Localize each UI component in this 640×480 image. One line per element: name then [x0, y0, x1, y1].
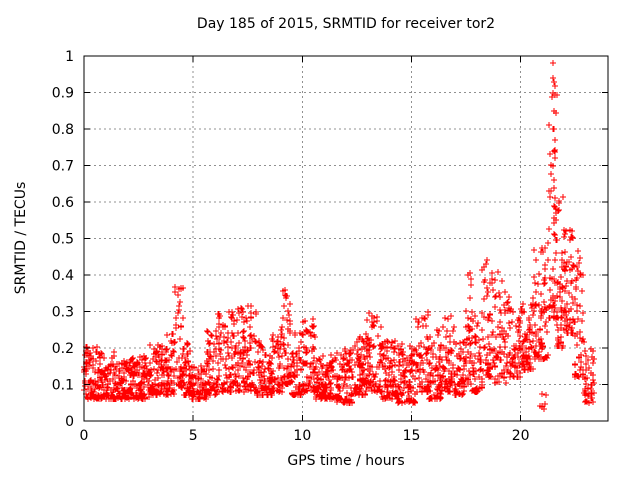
- x-axis-label: GPS time / hours: [287, 453, 405, 469]
- svg-text:0: 0: [80, 428, 89, 444]
- svg-text:5: 5: [189, 428, 198, 444]
- plot-frame-and-ticks: [83, 55, 609, 422]
- chart-title: Day 185 of 2015, SRMTID for receiver tor…: [196, 16, 496, 32]
- svg-text:0.4: 0.4: [52, 268, 74, 284]
- svg-text:0.8: 0.8: [52, 122, 74, 138]
- svg-text:0.7: 0.7: [52, 159, 74, 175]
- svg-text:0.2: 0.2: [52, 341, 74, 357]
- svg-text:15: 15: [403, 428, 421, 444]
- svg-text:0: 0: [65, 414, 74, 430]
- y-tick-labels: 0 0.1 0.2 0.3 0.4 0.5 0.6 0.7 0.8 0.9 1: [52, 49, 74, 430]
- grid-lines: [84, 56, 608, 421]
- svg-text:1: 1: [65, 49, 74, 65]
- svg-text:0.9: 0.9: [52, 86, 74, 102]
- svg-text:20: 20: [512, 428, 530, 444]
- svg-text:0.6: 0.6: [52, 195, 74, 211]
- svg-text:0.5: 0.5: [52, 232, 74, 248]
- svg-text:0.1: 0.1: [52, 378, 74, 394]
- data-points: [81, 60, 597, 412]
- x-tick-labels: 0 5 10 15 20: [80, 428, 530, 444]
- svg-text:10: 10: [293, 428, 311, 444]
- svg-text:0.3: 0.3: [52, 305, 74, 321]
